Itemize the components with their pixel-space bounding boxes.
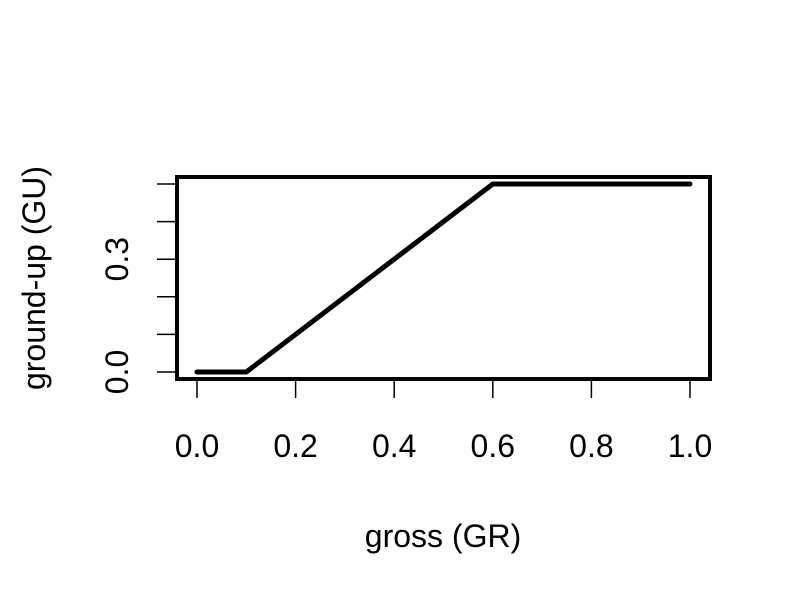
y-axis: 0.0 0.3: [99, 183, 175, 394]
y-axis-label: ground-up (GU): [16, 166, 52, 390]
plot-frame: [175, 175, 712, 381]
y-tick-label: 0.0: [99, 350, 135, 394]
x-tick-label: 1.0: [668, 428, 712, 464]
x-tick-label: 0.4: [372, 428, 416, 464]
x-axis-label: gross (GR): [365, 518, 521, 554]
x-tick-label: 0.8: [569, 428, 613, 464]
y-tick-label: 0.3: [99, 237, 135, 281]
x-tick-label: 0.6: [471, 428, 515, 464]
x-axis: 0.0 0.2 0.4 0.6 0.8 1.0: [175, 381, 712, 464]
series-line: [194, 181, 693, 375]
x-tick-label: 0.0: [175, 428, 219, 464]
series-layer: [194, 181, 693, 375]
x-tick-label: 0.2: [273, 428, 317, 464]
